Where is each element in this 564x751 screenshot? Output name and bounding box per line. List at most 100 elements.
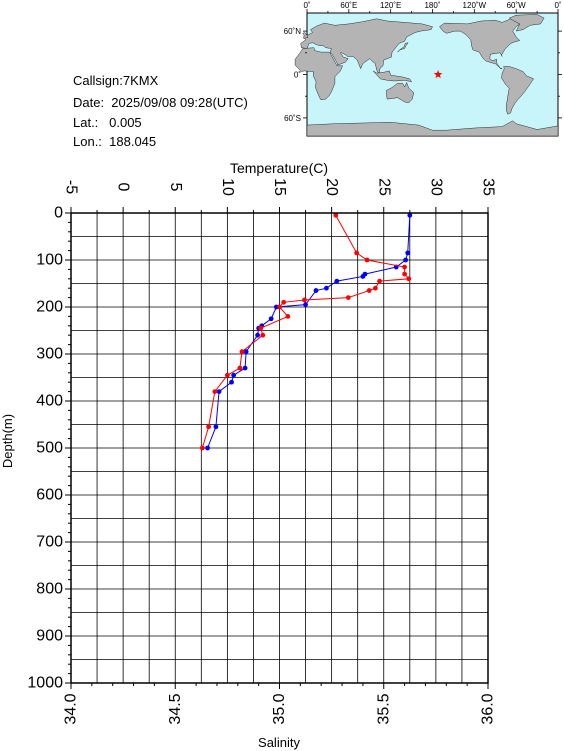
- depth-tick-label: 100: [36, 252, 63, 269]
- map-lon-label: 0˚: [303, 1, 310, 10]
- continent-antarctica: [306, 120, 559, 137]
- depth-tick-label: 300: [36, 346, 63, 363]
- date-text: Date: 2025/09/08 09:28(UTC): [73, 95, 248, 110]
- temperature-point: [403, 257, 409, 263]
- continent-europe-asia: [300, 18, 433, 75]
- temperature-point: [255, 332, 261, 338]
- temperature-point: [268, 316, 274, 322]
- lat-text: Lat.: 0.005: [73, 115, 142, 130]
- salinity-tick-label: 34.0: [63, 693, 80, 724]
- salinity-point: [302, 297, 307, 303]
- depth-tick-labels: 0 100 200 300 400 500 600 700 800 900 1000: [27, 205, 63, 692]
- continent-australia: [386, 81, 414, 103]
- map-lat-label: 60˚N: [284, 27, 302, 36]
- temperature-point: [362, 271, 368, 277]
- temperature-point: [231, 372, 237, 378]
- temperature-tick-label: 35: [480, 178, 497, 196]
- map-labels: 0˚ 60˚E 120˚E 180˚ 120˚W 60˚W 0˚ 60˚N 0˚ 60˚S: [284, 1, 562, 123]
- temperature-point: [259, 323, 265, 329]
- salinity-point: [354, 250, 360, 256]
- temperature-tick-label: 20: [323, 178, 340, 196]
- temperature-point: [360, 274, 366, 279]
- salinity-point: [406, 276, 412, 282]
- salinity-point: [364, 257, 370, 263]
- temperature-point: [324, 285, 329, 291]
- salinity-point: [212, 389, 218, 394]
- temperature-tick-label: -5: [63, 180, 80, 194]
- depth-tick-label: 800: [36, 581, 63, 598]
- station-marker-icon: [433, 70, 443, 79]
- depth-tick-label: 1000: [27, 675, 63, 692]
- salinity-point: [377, 278, 382, 284]
- salinity-point: [402, 271, 407, 277]
- chart-ticks: [65, 207, 489, 689]
- salinity-point: [239, 349, 245, 355]
- temperature-point: [256, 325, 262, 331]
- temperature-point: [243, 349, 249, 355]
- salinity-tick-label: 36.0: [480, 693, 497, 724]
- temperature-point: [334, 278, 340, 284]
- depth-tick-label: 0: [54, 205, 63, 222]
- plot-frame: [70, 212, 489, 684]
- continent-indonesia: [373, 70, 413, 82]
- temperature-series-line: [207, 215, 411, 449]
- salinity-axis-label: Salinity: [258, 735, 300, 750]
- map-lon-label: 60˚W: [507, 1, 527, 10]
- salinity-point: [285, 314, 291, 319]
- temperature-point: [242, 365, 248, 371]
- depth-tick-label: 700: [36, 534, 63, 551]
- salinity-tick-label: 35.0: [271, 693, 288, 724]
- salinity-point: [258, 325, 264, 331]
- continent-south-america: [501, 66, 534, 115]
- temperature-axis-label: Temperature(C): [230, 160, 328, 176]
- salinity-series-line: [201, 215, 410, 449]
- chart-grid: [70, 212, 489, 684]
- salinity-point: [281, 299, 287, 305]
- salinity-tick-label: 35.5: [375, 693, 392, 724]
- depth-tick-label: 400: [36, 393, 63, 410]
- temperature-tick-label: 10: [219, 178, 236, 196]
- map-lon-label: 60˚E: [340, 1, 357, 10]
- depth-tick-label: 200: [36, 299, 63, 316]
- temperature-tick-label: 5: [167, 183, 184, 192]
- depth-tick-label: 500: [36, 440, 63, 457]
- callsign-text: Callsign:7KMX: [73, 73, 159, 88]
- world-map: 0˚ 60˚E 120˚E 180˚ 120˚W 60˚W 0˚ 60˚N 0˚ 60˚S: [284, 1, 562, 137]
- lon-text: Lon.: 188.045: [73, 134, 157, 149]
- continent-uk: [302, 32, 308, 39]
- continent-africa: [294, 47, 343, 101]
- salinity-point: [237, 365, 243, 371]
- map-lon-label: 180˚: [424, 1, 440, 10]
- salinity-point: [224, 372, 230, 378]
- chart-series: [199, 212, 413, 451]
- map-lat-label: 0˚: [294, 71, 301, 80]
- continent-japan: [397, 42, 409, 53]
- salinity-tick-labels: 34.0 34.5 35.0 35.5 36.0: [63, 693, 497, 724]
- temperature-point: [229, 379, 234, 385]
- temperature-point: [273, 304, 279, 310]
- temperature-tick-labels: -5 0 5 10 15 20 25 30 35: [63, 178, 497, 196]
- temperature-tick-label: 15: [271, 178, 288, 196]
- salinity-point: [373, 285, 378, 291]
- map-lat-label: 60˚S: [284, 114, 301, 123]
- temperature-point: [303, 302, 308, 308]
- map-land: [294, 14, 559, 137]
- salinity-tick-label: 34.5: [167, 693, 184, 724]
- temperature-point: [407, 212, 413, 218]
- temperature-point: [393, 264, 399, 270]
- temperature-tick-label: 30: [427, 178, 444, 196]
- map-lon-label: 0˚: [554, 1, 561, 10]
- continent-greenland: [508, 14, 545, 32]
- temperature-point: [205, 445, 210, 451]
- temperature-point: [213, 424, 219, 430]
- map-lon-label: 120˚E: [380, 1, 401, 10]
- salinity-point: [333, 212, 339, 218]
- depth-tick-label: 600: [36, 487, 63, 504]
- salinity-point: [277, 304, 282, 310]
- map-lon-label: 120˚W: [463, 1, 487, 10]
- salinity-point: [402, 264, 407, 270]
- depth-axis-label: Depth(m): [0, 414, 15, 468]
- depth-tick-label: 900: [36, 628, 63, 645]
- map-graticule: [303, 9, 562, 119]
- temperature-point: [216, 389, 222, 394]
